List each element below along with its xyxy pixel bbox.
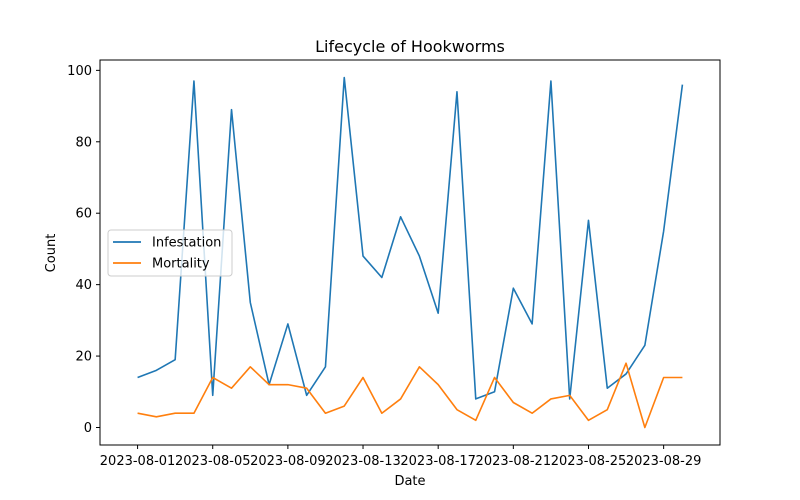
y-tick-label: 40 xyxy=(75,278,92,293)
x-tick-label: 2023-08-09 xyxy=(250,454,326,469)
x-axis-label: Date xyxy=(394,474,425,489)
legend-label-mortality: Mortality xyxy=(152,257,210,272)
x-tick-label: 2023-08-05 xyxy=(175,454,251,469)
x-tick-label: 2023-08-01 xyxy=(100,454,176,469)
x-tick-label: 2023-08-21 xyxy=(476,454,552,469)
legend-label-infestation: Infestation xyxy=(152,236,221,251)
x-tick-label: 2023-08-29 xyxy=(626,454,702,469)
axes-frame xyxy=(99,59,721,446)
y-axis-label: Count xyxy=(44,234,59,273)
y-tick-label: 60 xyxy=(75,207,92,222)
chart-title: Lifecycle of Hookworms xyxy=(315,37,505,56)
y-tick-label: 20 xyxy=(75,350,92,365)
legend: Infestation Mortality xyxy=(107,229,233,277)
series-line-infestation xyxy=(137,76,684,400)
x-tick-label: 2023-08-25 xyxy=(551,454,627,469)
y-tick-label: 0 xyxy=(84,421,92,436)
y-tick-label: 100 xyxy=(67,64,92,79)
x-tick-label: 2023-08-17 xyxy=(400,454,476,469)
series-line-mortality xyxy=(137,362,683,429)
x-tick-label: 2023-08-13 xyxy=(325,454,401,469)
y-tick-label: 80 xyxy=(75,135,92,150)
